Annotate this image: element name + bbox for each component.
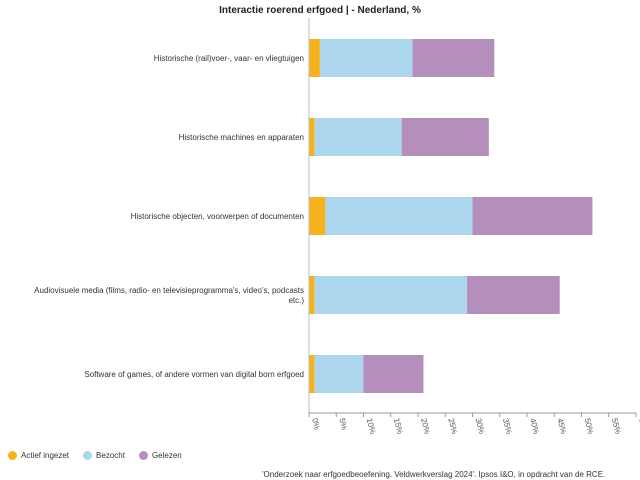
x-tick-label: 15% [392,417,405,435]
x-tick-label: 55% [610,417,623,435]
legend-label: Bezocht [96,451,125,460]
category-label: Historische objecten, voorwerpen of docu… [131,212,304,221]
category-label: Audiovisuele media (films, radio- en tel… [34,286,304,305]
bar-segment-2-cat-1 [319,39,413,77]
legend-item-1: Actief ingezet [8,451,69,460]
bar-segment-1-cat-4 [309,276,315,314]
x-tick-label: 50% [583,417,596,435]
bar-segment-1-cat-3 [309,197,326,235]
bar-segment-3-cat-5 [363,355,424,393]
bar-segment-3-cat-3 [472,197,593,235]
legend-swatch [8,451,17,460]
legend-item-3: Gelezen [138,451,182,460]
legend-label: Actief ingezet [21,451,70,460]
legend-swatch [138,451,148,460]
bar-segment-2-cat-2 [314,118,402,156]
x-tick-label: 35% [501,417,514,435]
bar-segment-1-cat-5 [309,355,315,393]
legend-swatch [83,451,93,460]
bar-segment-3-cat-4 [467,276,560,314]
bar-segment-2-cat-4 [314,276,468,314]
source-note: 'Onderzoek naar erfgoedbeoefening. Veldw… [262,470,606,479]
bar-segment-3-cat-1 [412,39,495,77]
category-label: Historische (rail)voer-, vaar- en vliegt… [154,54,304,63]
bar-segment-1-cat-2 [309,118,315,156]
bar-segment-3-cat-2 [401,118,489,156]
category-label: Historische machines en apparaten [179,133,304,142]
x-tick-label: 40% [528,417,541,435]
bar-segment-2-cat-5 [314,355,364,393]
category-label: Software of games, of andere vormen van … [84,370,304,379]
x-tick-label: 30% [474,417,487,435]
x-tick-label: 10% [365,417,378,435]
legend: Actief ingezet Bezocht Gelezen [8,451,182,460]
x-tick-label: 5% [337,417,349,430]
legend-label: Gelezen [151,451,182,460]
category-labels: Historische (rail)voer-, vaar- en vliegt… [34,54,304,379]
x-tick-label: 25% [446,417,459,435]
x-tick-label: 0% [310,417,322,430]
x-tick-label: 20% [419,417,432,435]
legend-item-2: Bezocht [83,451,125,460]
bar-segment-2-cat-3 [325,197,473,235]
x-axis: 0% 5% 10% 15% 20% 25% 30% 35% 40% 45% 50% 55% 60% [308,18,640,435]
x-tick-label: 45% [555,417,568,435]
bars-layer [309,39,593,393]
chart-title: Interactie roerend erfgoed | - Nederland… [219,5,421,16]
bar-segment-1-cat-1 [309,39,320,77]
